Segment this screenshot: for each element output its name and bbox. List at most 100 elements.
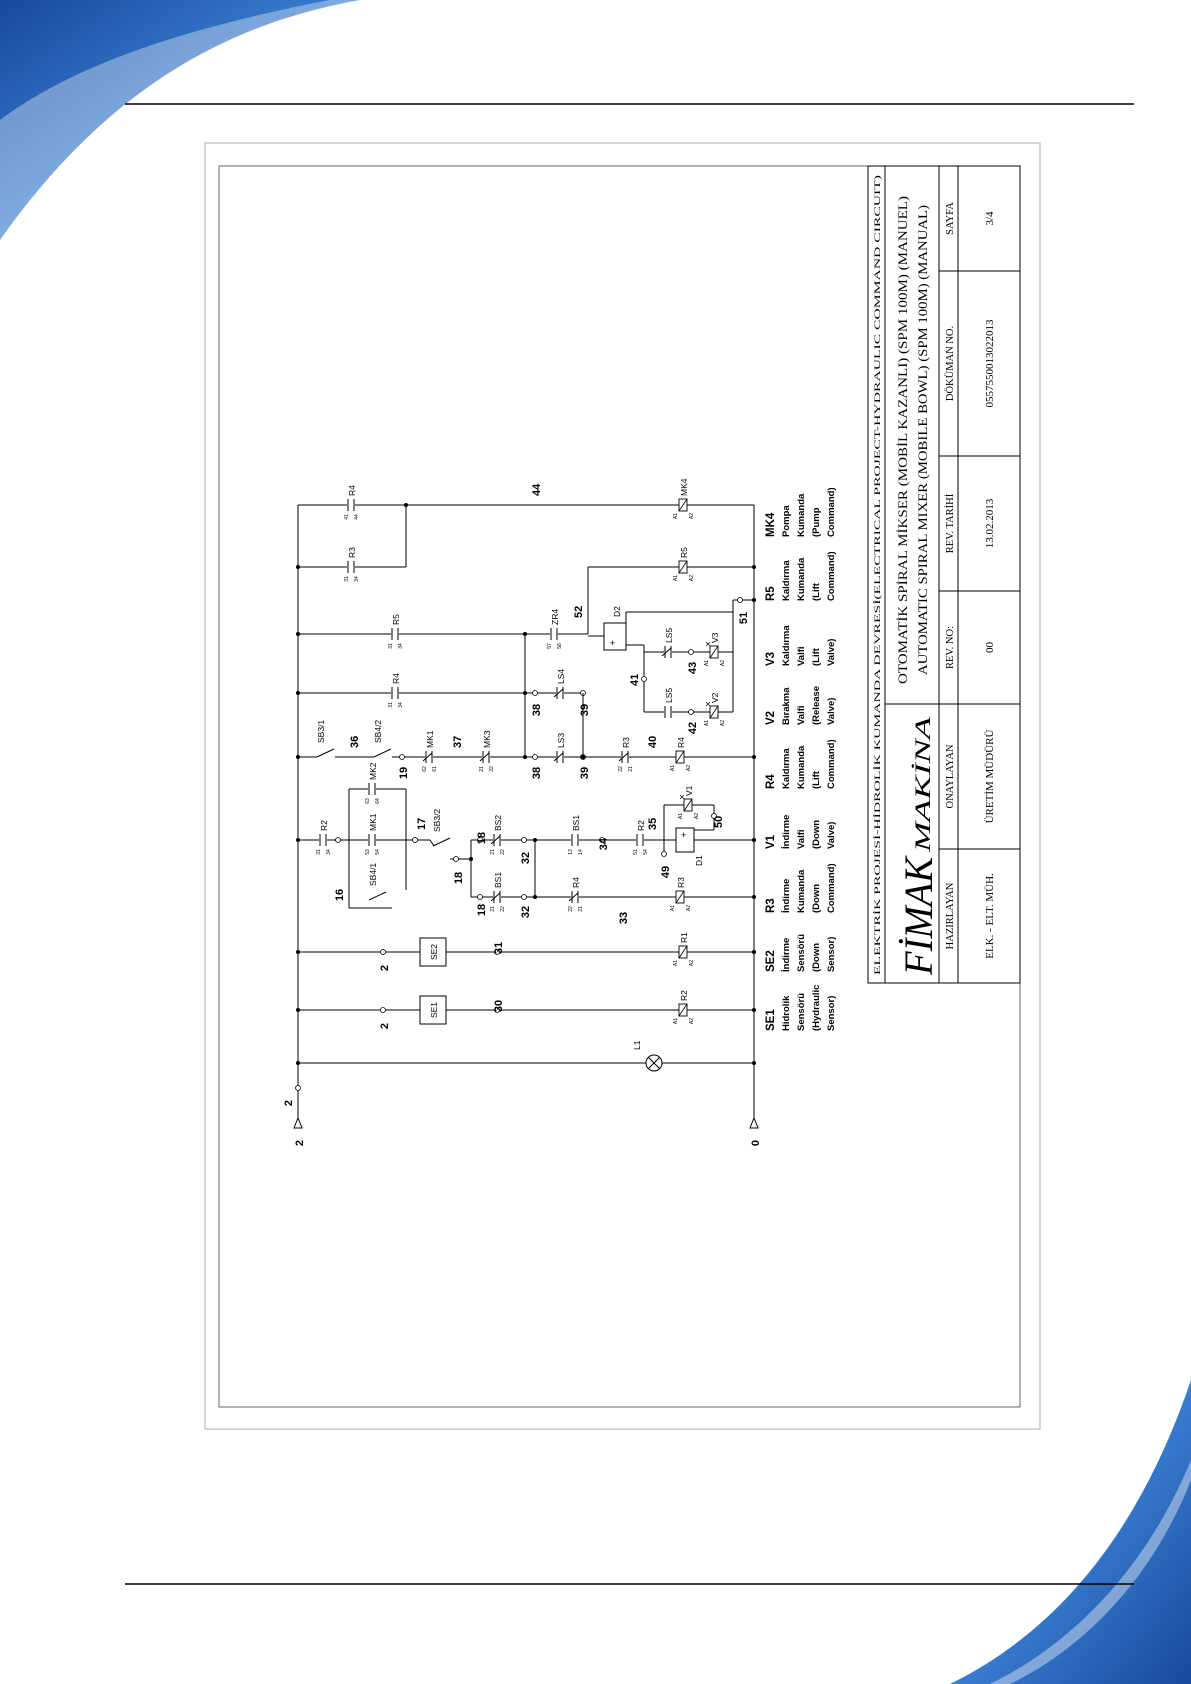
pin-number: 64 [375, 798, 381, 804]
title-field-label: HAZIRLAYAN [945, 882, 956, 949]
terminal-node [453, 856, 459, 862]
pin-number: 21 [490, 906, 496, 912]
pin-number: 31 [344, 576, 350, 582]
junction-dot [752, 1008, 756, 1012]
branch-description-line: Kaldırma [781, 625, 792, 666]
wire-number: 40 [647, 736, 659, 748]
coil-terminal: A1 [670, 765, 676, 771]
title-field-value: 13.02.2013 [984, 498, 996, 548]
branch-description-line: Valfi [796, 829, 807, 849]
terminal-node [599, 837, 605, 843]
branch-description: R4 Kaldırma Kumanda (Lift Command) [765, 739, 837, 789]
lamp-cross [648, 1057, 660, 1069]
title-field-value: 3/4 [984, 211, 996, 226]
diode-label: D2 [612, 606, 622, 617]
contact-bar [490, 835, 501, 845]
switch-lever [368, 891, 387, 901]
branch-description-line: Valfi [796, 705, 807, 725]
coil-terminal: A2 [720, 660, 726, 666]
contact-bar [422, 752, 433, 762]
branch-description-line: (Down [811, 820, 822, 849]
contact-label: MK1 [425, 730, 435, 748]
coil-terminal: A2 [720, 720, 726, 726]
wire-gap [493, 839, 501, 841]
wire-gap [347, 504, 355, 506]
branch-description-line: (Down [811, 943, 822, 972]
coil-terminal: A1 [670, 905, 676, 911]
wire-number: 38 [531, 767, 543, 779]
coil-terminal: A1 [704, 660, 710, 666]
terminal-node [688, 649, 694, 655]
pin-number: 57 [547, 643, 553, 649]
sensor-box [419, 995, 447, 1025]
wire-gap [317, 756, 335, 758]
title-field-label: REV. TARİHİ [944, 493, 956, 553]
pin-number: 21 [479, 766, 485, 772]
junction-dot [296, 565, 300, 569]
wire-gap [636, 839, 644, 841]
coil-diagonal [678, 498, 688, 512]
pin-number: 22 [568, 906, 574, 912]
branch-description-line: Command) [826, 487, 837, 537]
branch-description-line: (Pump [811, 507, 822, 537]
pin-number: 34 [398, 702, 404, 708]
junction-dot [296, 691, 300, 695]
pin-number: 22 [618, 766, 624, 772]
junction-dot [752, 950, 756, 954]
wire [429, 839, 435, 847]
branch-code: SE2 [765, 950, 777, 972]
rail-terminal-icon [749, 1116, 759, 1129]
pin-number: 62 [422, 766, 428, 772]
wire-number: 19 [398, 767, 410, 779]
wire-gap [433, 845, 451, 847]
coil-diagonal [709, 645, 719, 659]
terminal-node [661, 851, 667, 857]
pin-number: 22 [489, 766, 495, 772]
pin-number: 61 [432, 766, 438, 772]
coil-terminal: A1 [673, 513, 679, 519]
branch-description-line: Valfi [796, 646, 807, 666]
wire-gap [556, 692, 564, 694]
wire-number: 38 [531, 704, 543, 716]
coil-diagonal [675, 890, 685, 904]
contact-label: LS4 [556, 669, 566, 684]
branch-description-line: Hidrolik [781, 995, 792, 1031]
wire-number: 16 [334, 889, 346, 901]
branch-description-line: Kaldırma [781, 560, 792, 601]
pin-number: 31 [388, 702, 394, 708]
coil-diagonal [709, 705, 719, 719]
branch-description: R5 Kaldırma Kumanda (Lift Command) [765, 551, 837, 601]
terminal-node [521, 837, 527, 843]
contact-label: R3 [347, 547, 357, 558]
branch-description-line: (Lift [811, 582, 822, 601]
coil-diagonal [675, 750, 685, 764]
branch-description-line: Sensor) [826, 937, 837, 972]
sensor-label: SE2 [429, 944, 439, 960]
terminal-node [494, 949, 500, 955]
contact-label: R3 [621, 737, 631, 748]
contact-label: BS1 [571, 815, 581, 831]
wire-gap [347, 566, 355, 568]
branch-code: V3 [765, 652, 777, 666]
title-field-label: ONAYLAYAN [945, 744, 956, 808]
coil-terminal: A1 [673, 575, 679, 581]
contact-label: R4 [347, 485, 357, 496]
wire-number: 31 [493, 942, 505, 954]
junction-dot [752, 1061, 756, 1065]
pin-number: 34 [354, 576, 360, 582]
coil-terminal: A2 [689, 960, 695, 966]
branch-description: V2 Bırakma Valfi (Release Valve) [765, 686, 837, 725]
contact-bar [618, 752, 629, 762]
wire-number: 49 [660, 866, 672, 878]
pin-number: 22 [500, 906, 506, 912]
sensor-label: SE1 [429, 1002, 439, 1018]
branch-code: SE1 [765, 1009, 777, 1031]
title-field-value: ELK. - ELT. MÜH. [984, 873, 996, 959]
branch-description-line: İndirme [781, 938, 792, 972]
terminal-node [399, 754, 405, 760]
junction-dot [296, 632, 300, 636]
coil-label: V2 [710, 692, 720, 703]
coil-diagonal [678, 560, 688, 574]
junction-dot [469, 857, 473, 861]
